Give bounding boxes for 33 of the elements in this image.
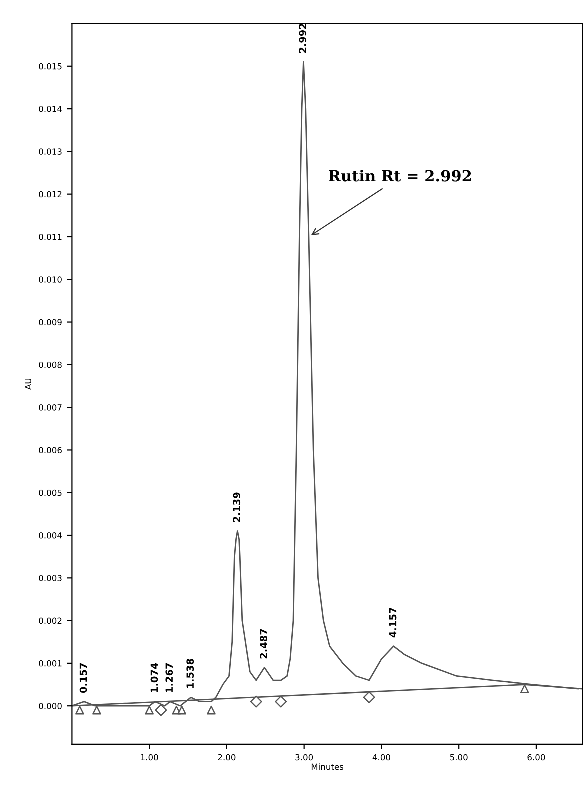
annotation: 1.074	[150, 663, 158, 692]
y-tick-label: 0.012	[39, 191, 62, 198]
y-tick-label: 0.011	[39, 234, 62, 240]
y-tick-label: 0.013	[39, 148, 62, 155]
y-tick-label: 0.008	[39, 362, 62, 368]
y-tick-label: 0.003	[39, 575, 62, 582]
x-tick-label: 6.00	[528, 754, 546, 761]
x-tick-label: 5.00	[450, 754, 468, 761]
y-tick-label: 0.005	[39, 490, 62, 496]
y-tick-label: 0.010	[39, 276, 62, 283]
x-tick-label: 3.00	[296, 754, 314, 761]
annotation: 2.992	[299, 24, 307, 54]
annotation: 4.157	[389, 608, 397, 638]
y-tick-label: 0.004	[39, 532, 62, 539]
y-tick-label: 0.006	[39, 447, 62, 454]
x-axis-title: Minutes	[312, 764, 344, 770]
annotation: 1.267	[166, 664, 174, 692]
annotation: 1.538	[186, 659, 194, 688]
y-axis-title: AU	[25, 378, 32, 390]
annotation: 2.139	[233, 492, 241, 522]
y-tick-label: 0.015	[39, 63, 62, 70]
y-tick-label: 0.000	[39, 703, 62, 710]
y-tick-label: 0.009	[39, 319, 62, 326]
annotation: 0.157	[80, 664, 88, 694]
y-tick-label: 0.002	[39, 618, 62, 624]
y-tick-label: 0.001	[39, 660, 62, 667]
y-tick-label: 0.007	[39, 404, 62, 411]
x-tick-label: 2.00	[218, 754, 236, 761]
x-tick-label: 4.00	[372, 754, 390, 761]
x-tick-label: 1.00	[141, 754, 158, 761]
annotation: Rutin Rt = 2.992	[329, 170, 472, 182]
annotation: 2.487	[260, 629, 268, 659]
y-tick-label: 0.014	[39, 106, 62, 112]
